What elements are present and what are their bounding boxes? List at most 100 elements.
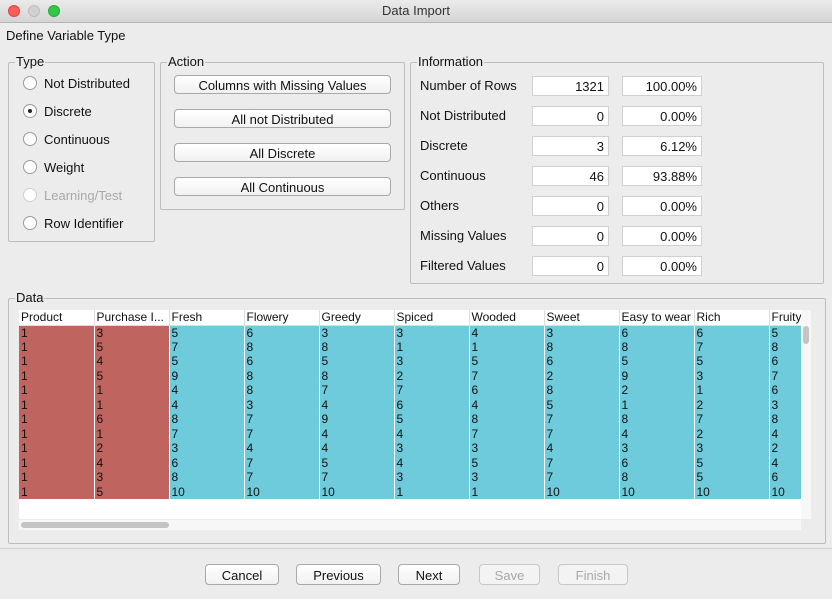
table-cell: 4 <box>394 426 470 441</box>
column-header[interactable]: Rich <box>694 310 770 326</box>
table-cell: 8 <box>244 383 320 398</box>
column-header[interactable]: Wooded <box>469 310 545 326</box>
table-cell: 8 <box>769 339 801 354</box>
table-cell: 5 <box>169 354 245 369</box>
table-cell: 3 <box>469 441 545 456</box>
data-table: Product Purchase I... Fresh Flowery Greedy Sp… <box>19 310 801 499</box>
table-cell: 8 <box>544 339 620 354</box>
percent-field: 0.00% <box>622 226 702 246</box>
info-label: Missing Values <box>420 228 507 243</box>
table-row[interactable]: 1 5 10 10 10 1 1 10 10 10 10 <box>19 484 801 499</box>
table-cell: 4 <box>769 426 801 441</box>
table-cell: 6 <box>769 383 801 398</box>
table-cell: 8 <box>319 368 395 383</box>
table-cell: 3 <box>244 397 320 412</box>
radio-label: Learning/Test <box>44 188 123 203</box>
table-cell: 7 <box>694 339 770 354</box>
radio-button[interactable] <box>23 76 37 90</box>
table-cell: 3 <box>394 325 470 340</box>
table-cell: 5 <box>694 470 770 485</box>
table-cell: 7 <box>244 426 320 441</box>
action-button[interactable]: All Discrete <box>174 143 391 162</box>
table-cell: 8 <box>169 412 245 427</box>
count-field: 1321 <box>532 76 609 96</box>
table-cell: 6 <box>769 354 801 369</box>
group-title: Data <box>15 290 45 305</box>
radio-button[interactable] <box>23 216 37 230</box>
table-cell: 8 <box>319 339 395 354</box>
table-cell: 10 <box>244 484 320 499</box>
percent-field: 0.00% <box>622 106 702 126</box>
table-cell: 1 <box>19 368 95 383</box>
table-cell: 2 <box>769 441 801 456</box>
column-header[interactable]: Spiced <box>394 310 470 326</box>
radio-button[interactable] <box>23 132 37 146</box>
table-cell: 7 <box>769 368 801 383</box>
column-header[interactable]: Sweet <box>544 310 620 326</box>
radio-label: Not Distributed <box>44 76 130 91</box>
percent-field: 0.00% <box>622 196 702 216</box>
column-header[interactable]: Product <box>19 310 95 326</box>
table-cell: 5 <box>94 484 170 499</box>
footer-button[interactable]: Next <box>398 564 460 585</box>
footer-button[interactable]: Previous <box>296 564 381 585</box>
table-cell: 3 <box>694 368 770 383</box>
table-cell: 1 <box>94 426 170 441</box>
count-field: 3 <box>532 136 609 156</box>
scroll-thumb[interactable] <box>21 522 169 528</box>
column-header[interactable]: Fresh <box>169 310 245 326</box>
minimize-button <box>28 5 40 17</box>
table-cell: 10 <box>619 484 695 499</box>
scroll-thumb[interactable] <box>803 326 809 344</box>
column-header[interactable]: Flowery <box>244 310 320 326</box>
table-cell: 5 <box>619 354 695 369</box>
column-header[interactable]: Easy to wear <box>619 310 695 326</box>
close-button[interactable] <box>8 5 20 17</box>
table-cell: 5 <box>94 368 170 383</box>
percent-field: 93.88% <box>622 166 702 186</box>
info-label: Filtered Values <box>420 258 506 273</box>
column-header[interactable]: Purchase I... <box>94 310 170 326</box>
radio-label: Continuous <box>44 132 110 147</box>
horizontal-scrollbar[interactable] <box>19 520 801 530</box>
action-button[interactable]: Columns with Missing Values <box>174 75 391 94</box>
action-button[interactable]: All Continuous <box>174 177 391 196</box>
table-cell: 5 <box>544 397 620 412</box>
type-group: Type Not Distributed Discrete Continuous We… <box>8 54 155 242</box>
radio-button[interactable] <box>23 104 37 118</box>
table-cell: 8 <box>619 470 695 485</box>
zoom-button[interactable] <box>48 5 60 17</box>
table-cell: 7 <box>544 412 620 427</box>
table-cell: 6 <box>244 325 320 340</box>
table-cell: 5 <box>319 354 395 369</box>
radio-button[interactable] <box>23 160 37 174</box>
column-header[interactable]: Greedy <box>319 310 395 326</box>
footer-button[interactable]: Cancel <box>205 564 279 585</box>
footer-button: Finish <box>558 564 628 585</box>
table-cell: 5 <box>694 354 770 369</box>
table-cell: 4 <box>319 441 395 456</box>
vertical-scrollbar[interactable] <box>801 310 811 519</box>
table-cell: 8 <box>244 368 320 383</box>
table-cell: 6 <box>544 354 620 369</box>
table-cell: 1 <box>19 441 95 456</box>
table-cell: 8 <box>619 412 695 427</box>
table-cell: 1 <box>19 339 95 354</box>
table-cell: 7 <box>469 368 545 383</box>
table-cell: 3 <box>769 397 801 412</box>
table-cell: 3 <box>619 441 695 456</box>
table-cell: 7 <box>544 455 620 470</box>
action-button[interactable]: All not Distributed <box>174 109 391 128</box>
column-header[interactable]: Fruity <box>769 310 801 326</box>
